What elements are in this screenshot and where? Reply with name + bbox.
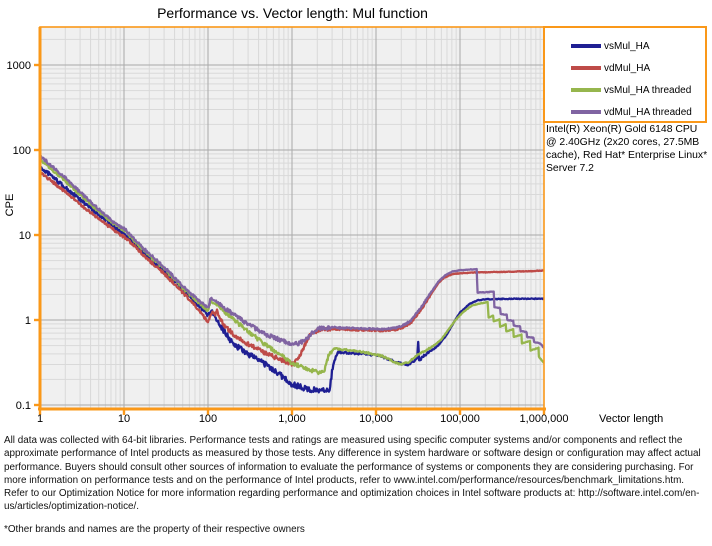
legend-item-label: vsMul_HA [604,40,650,52]
svg-text:10: 10 [118,413,130,425]
svg-text:10,000: 10,000 [359,413,393,425]
legend: vsMul_HA vdMul_HA vsMul_HA threaded vdMu… [543,26,707,123]
svg-text:10: 10 [19,230,31,242]
legend-item-label: vsMul_HA threaded [604,84,692,96]
legend-item: vdMul_HA [545,57,705,79]
legend-item-label: vdMul_HA threaded [604,106,692,118]
chart-plot-area: 1000 100 10 1 0.1 1 10 100 1,000 10,000 100,000 1,0… [4,26,663,425]
svg-text:0.1: 0.1 [16,400,31,412]
legend-item: vdMul_HA threaded [545,101,705,123]
svg-text:1: 1 [25,315,31,327]
legend-swatch [571,66,601,70]
svg-text:1: 1 [37,413,43,425]
svg-text:100: 100 [13,145,31,157]
y-axis-label: CPE [4,194,16,217]
legend-item: vsMul_HA [545,35,705,57]
x-axis-label: Vector length [599,413,663,425]
svg-text:1,000: 1,000 [278,413,306,425]
disclaimer-text: All data was collected with 64-bit libra… [4,435,701,513]
svg-text:1,000,000: 1,000,000 [520,413,569,425]
chart-title: Performance vs. Vector length: Mul funct… [157,5,428,21]
svg-text:1000: 1000 [7,60,31,72]
legend-swatch [571,44,601,48]
legend-item: vsMul_HA threaded [545,79,705,101]
system-info-text: Intel(R) Xeon(R) Gold 6148 CPU @ 2.40GHz… [546,124,708,174]
footnote-text: *Other brands and names are the property… [4,524,305,535]
legend-swatch [571,88,601,92]
svg-text:100,000: 100,000 [440,413,480,425]
legend-item-label: vdMul_HA [604,62,651,74]
svg-text:100: 100 [199,413,217,425]
legend-swatch [571,110,601,114]
